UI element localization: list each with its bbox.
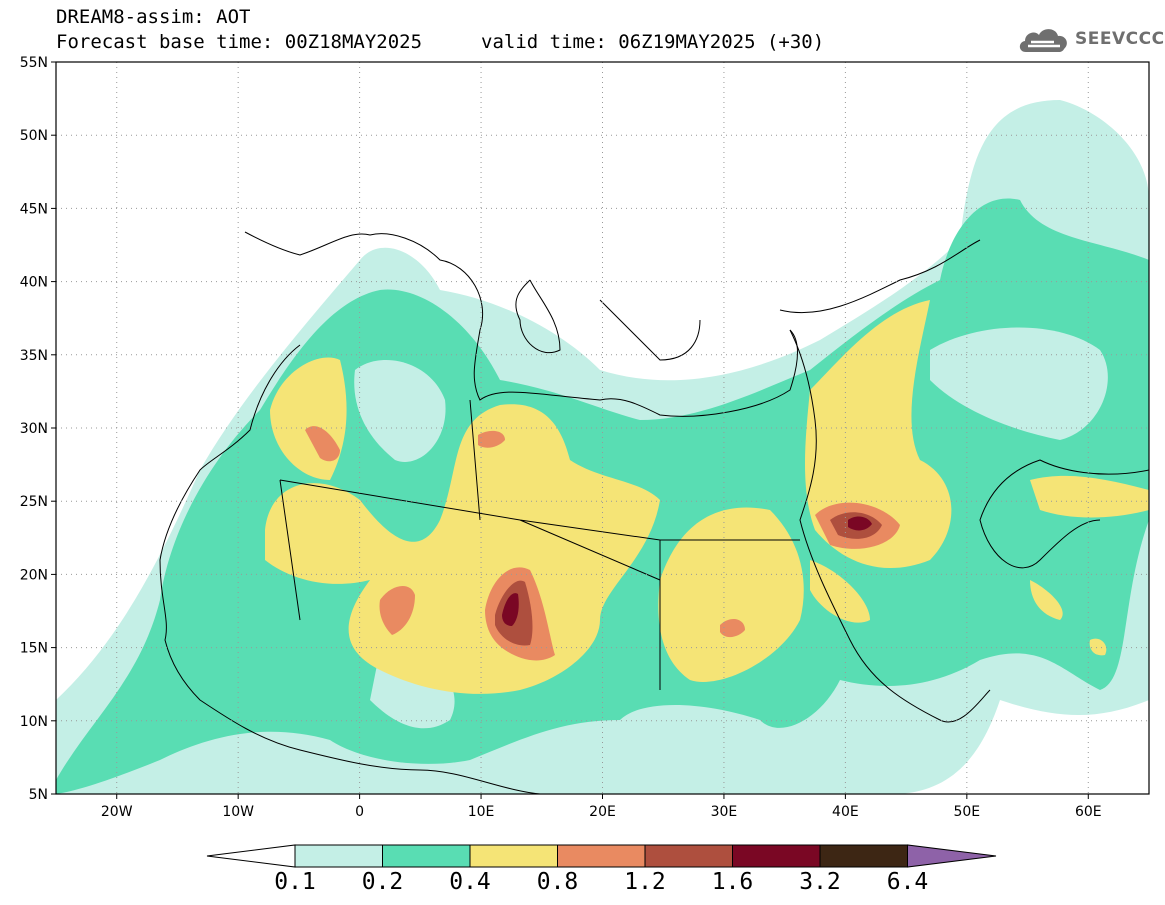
lon-tick-label: 40E: [832, 804, 859, 820]
lon-tick-label: 20E: [589, 804, 616, 820]
lat-tick-label: 45N: [20, 201, 48, 217]
lon-tick-label: 0: [355, 804, 364, 820]
lon-tick-label: 50E: [953, 804, 980, 820]
colorbar-label: 1.6: [711, 869, 754, 895]
seevccc-logo: SEEVCCC: [1016, 22, 1164, 58]
lon-tick-label: 60E: [1075, 804, 1102, 820]
lat-tick-label: 5N: [29, 787, 48, 803]
lon-tick-label: 30E: [711, 804, 738, 820]
lat-tick-label: 40N: [20, 275, 48, 291]
cloud-icon: [1019, 29, 1067, 52]
colorbar-cell: [469, 844, 558, 868]
lat-tick-label: 50N: [20, 128, 48, 144]
longitude-axis: 20W 10W 0 10E 20E 30E 40E 50E 60E: [101, 794, 1102, 820]
coastlines: [159, 231, 1149, 794]
colorbar-cell: [557, 844, 646, 868]
colorbar-over-triangle: [907, 844, 997, 868]
colorbar-label: 0.2: [361, 869, 404, 895]
colorbar-label: 3.2: [799, 869, 841, 895]
lat-tick-label: 10N: [20, 714, 48, 730]
gridlines: [56, 62, 1149, 794]
lon-tick-label: 20W: [101, 804, 133, 820]
colorbar-cell: [382, 844, 471, 868]
lat-tick-label: 30N: [20, 421, 48, 437]
colorbar-label: 0.8: [536, 869, 579, 895]
valid-time: valid time: 06Z19MAY2025 (+30): [481, 31, 825, 53]
latitude-axis: 55N 50N 45N 40N 35N 30N 25N 20N 15N 10N 5N: [20, 55, 56, 803]
lat-tick-label: 35N: [20, 348, 48, 364]
lon-tick-label: 10E: [468, 804, 495, 820]
colorbar-label: 6.4: [886, 869, 929, 895]
colorbar-cell: [644, 844, 733, 868]
chart-title: DREAM8-assim: AOT: [56, 6, 251, 28]
colorbar-cell: [819, 844, 908, 868]
colorbar-under-triangle: [206, 844, 296, 868]
colorbar-label: 0.4: [449, 869, 491, 895]
logo-text: SEEVCCC: [1075, 29, 1165, 49]
forecast-base-time: Forecast base time: 00Z18MAY2025: [56, 31, 423, 53]
lat-tick-label: 15N: [20, 641, 48, 657]
colorbar-label: 0.1: [274, 869, 316, 895]
lon-tick-label: 10W: [222, 804, 254, 820]
colorbar-label: 1.2: [624, 869, 666, 895]
colorbar-cell: [294, 844, 383, 868]
lat-tick-label: 25N: [20, 494, 48, 510]
colorbar-cell: [732, 844, 821, 868]
aot-level-1.6: [502, 593, 519, 626]
lat-tick-label: 55N: [20, 55, 48, 71]
aot-level-0.4: [265, 404, 660, 694]
lat-tick-label: 20N: [20, 567, 48, 583]
